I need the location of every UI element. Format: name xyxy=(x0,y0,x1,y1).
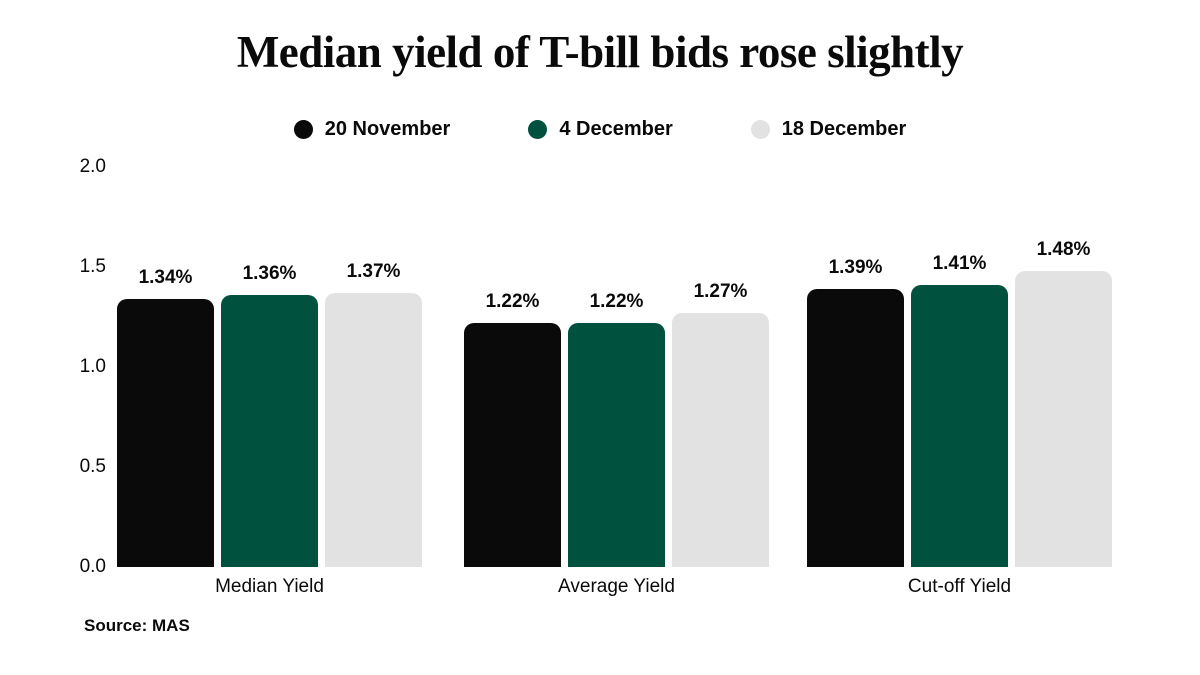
bar-cut-off-yield-1 xyxy=(807,289,904,567)
legend-swatch-icon xyxy=(528,120,548,139)
bar-value-label: 1.39% xyxy=(828,257,883,278)
bar-value-label: 1.34% xyxy=(138,267,193,288)
bar-value-label: 1.22% xyxy=(589,291,644,312)
bar-value-label: 1.22% xyxy=(485,291,540,312)
y-tick-label: 0.5 xyxy=(79,456,106,477)
bar-median-yield-3 xyxy=(325,293,422,567)
legend-swatch-icon xyxy=(750,120,770,139)
category-label: Cut-off Yield xyxy=(907,576,1012,597)
bar-average-yield-2 xyxy=(568,323,665,567)
legend: 20 November 4 December 18 December xyxy=(0,118,1200,141)
legend-label: 4 December xyxy=(559,118,673,140)
bar-value-label: 1.37% xyxy=(346,261,401,282)
y-tick-label: 2.0 xyxy=(79,156,106,177)
bar-value-label: 1.48% xyxy=(1036,239,1091,260)
chart-title: Median yield of T-bill bids rose slightl… xyxy=(236,27,964,77)
category-label: Average Yield xyxy=(558,576,675,597)
bar-average-yield-1 xyxy=(464,323,561,567)
bar-cut-off-yield-2 xyxy=(911,285,1008,567)
legend-label: 20 November xyxy=(324,118,451,140)
bar-average-yield-3 xyxy=(672,313,769,567)
category-label: Median Yield xyxy=(215,576,324,597)
bar-cut-off-yield-3 xyxy=(1015,271,1112,567)
bar-value-label: 1.41% xyxy=(932,253,987,274)
bar-value-label: 1.27% xyxy=(693,281,748,302)
legend-swatch-icon xyxy=(293,120,313,139)
bar-value-label: 1.36% xyxy=(242,263,297,284)
y-tick-label: 1.0 xyxy=(79,356,106,377)
legend-item: 20 November xyxy=(293,118,451,141)
bar-median-yield-2 xyxy=(221,295,318,567)
legend-label: 18 December xyxy=(781,118,907,140)
bar-median-yield-1 xyxy=(117,299,214,567)
legend-item: 18 December xyxy=(750,118,907,141)
y-tick-label: 0.0 xyxy=(79,556,106,577)
source-note: Source: MAS xyxy=(84,616,190,635)
legend-item: 4 December xyxy=(528,118,673,141)
y-tick-label: 1.5 xyxy=(79,256,106,277)
